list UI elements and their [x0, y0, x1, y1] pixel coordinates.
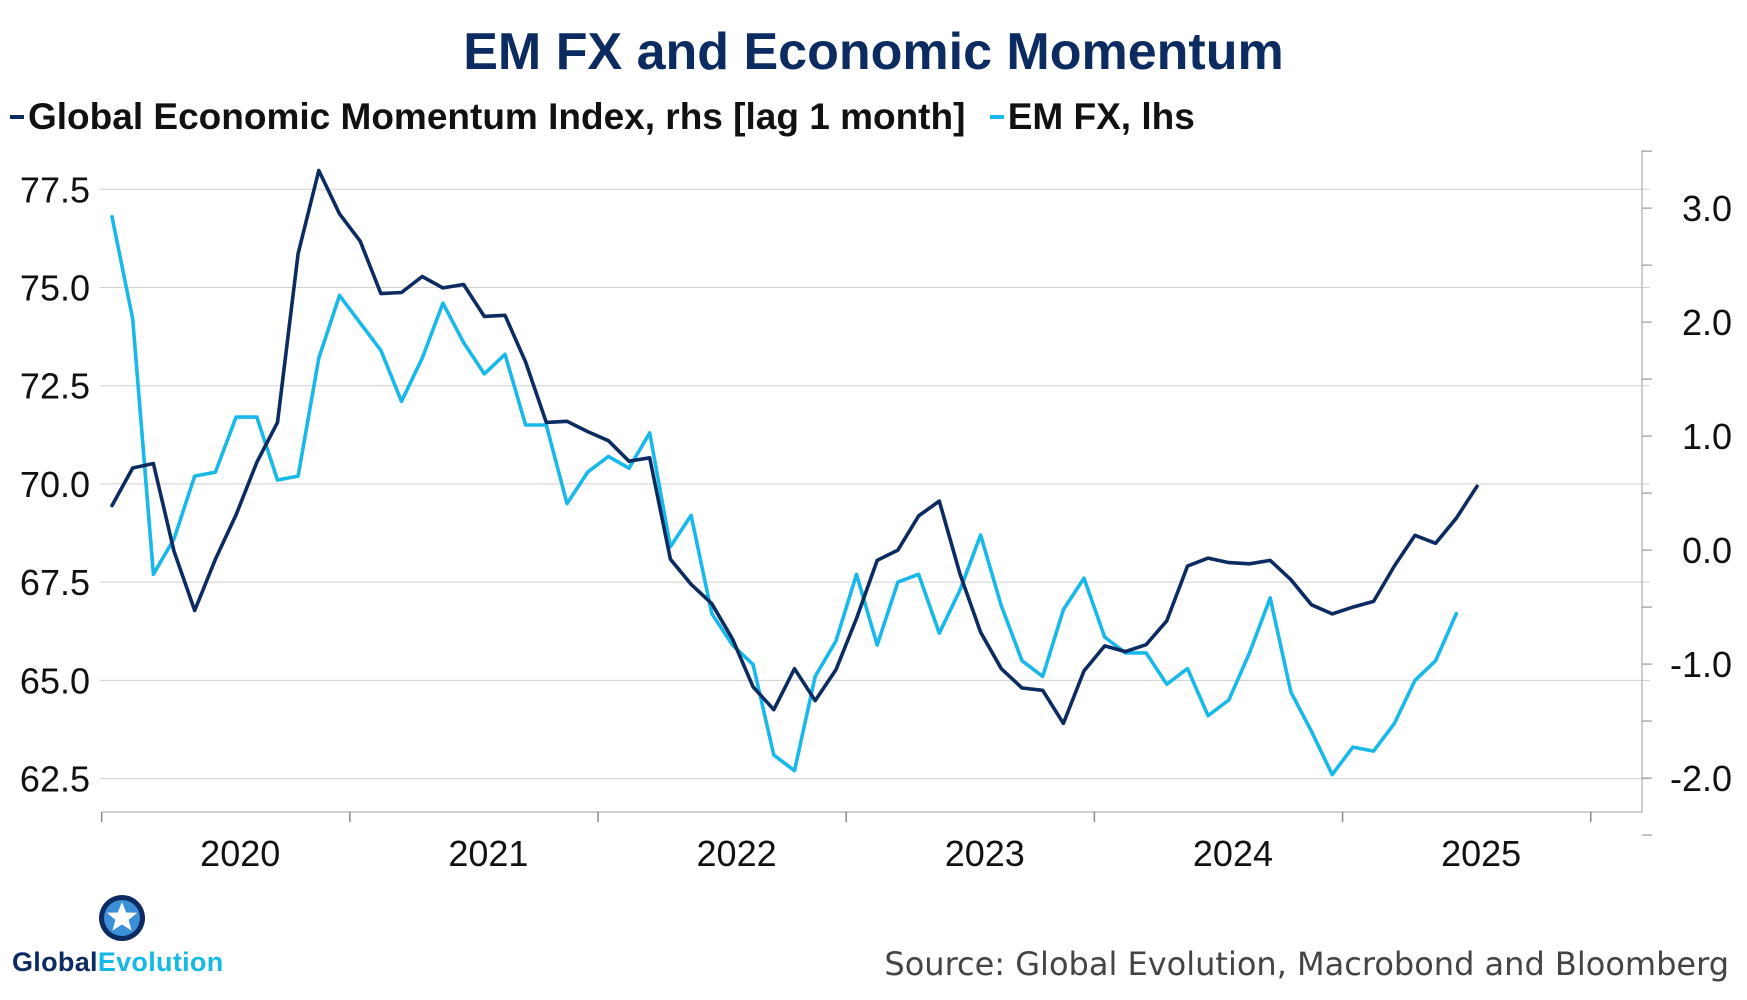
legend-item-momentum: Global Economic Momentum Index, rhs [lag…: [10, 96, 965, 138]
right-tick-label: 0.0: [1682, 530, 1732, 571]
left-tick-label: 70.0: [20, 464, 90, 505]
x-tick-label: 2024: [1193, 833, 1273, 874]
momentum-index-line: [110, 168, 1479, 726]
left-tick-label: 62.5: [20, 759, 90, 800]
logo-text-evolution: Evolution: [97, 947, 224, 977]
em-fx-line: [110, 215, 1459, 777]
right-tick-label: -1.0: [1670, 644, 1732, 685]
x-tick-label: 2025: [1441, 833, 1521, 874]
right-tick-label: 2.0: [1682, 302, 1732, 343]
tick-labels: 62.5 65.0 67.5 70.0 72.5 75.0 77.5 2020 2021 2022…: [20, 169, 1732, 874]
left-tick-label: 75.0: [20, 268, 90, 309]
x-tick-label: 2020: [200, 833, 280, 874]
legend-item-emfx: EM FX, lhs: [989, 96, 1195, 138]
right-tick-label: 3.0: [1682, 188, 1732, 229]
series-lines: [110, 168, 1479, 777]
legend-label-momentum: Global Economic Momentum Index, rhs [lag…: [28, 96, 966, 137]
x-tick-label: 2023: [945, 833, 1025, 874]
right-tick-label: -2.0: [1670, 758, 1732, 799]
left-tick-label: 72.5: [20, 366, 90, 407]
left-tick-label: 67.5: [20, 562, 90, 603]
logo-text: GlobalEvolution: [12, 947, 224, 978]
global-evolution-logo: [99, 895, 145, 941]
gridlines: [100, 188, 1650, 780]
source-note: Source: Global Evolution, Macrobond and …: [884, 945, 1729, 983]
x-tick-label: 2021: [448, 833, 528, 874]
legend-label-emfx: EM FX, lhs: [1007, 96, 1195, 137]
x-tick-label: 2022: [697, 833, 777, 874]
legend-swatch-momentum: [10, 115, 24, 120]
star-icon: [106, 902, 138, 931]
left-tick-label: 77.5: [20, 169, 90, 210]
left-tick-label: 65.0: [20, 660, 90, 701]
logo-text-global: Global: [12, 947, 98, 977]
right-tick-label: 1.0: [1682, 416, 1732, 457]
chart-title: EM FX and Economic Momentum: [463, 23, 1284, 81]
axes: [100, 150, 1652, 836]
legend-swatch-emfx: [989, 115, 1004, 120]
legend: Global Economic Momentum Index, rhs [lag…: [10, 96, 1209, 138]
